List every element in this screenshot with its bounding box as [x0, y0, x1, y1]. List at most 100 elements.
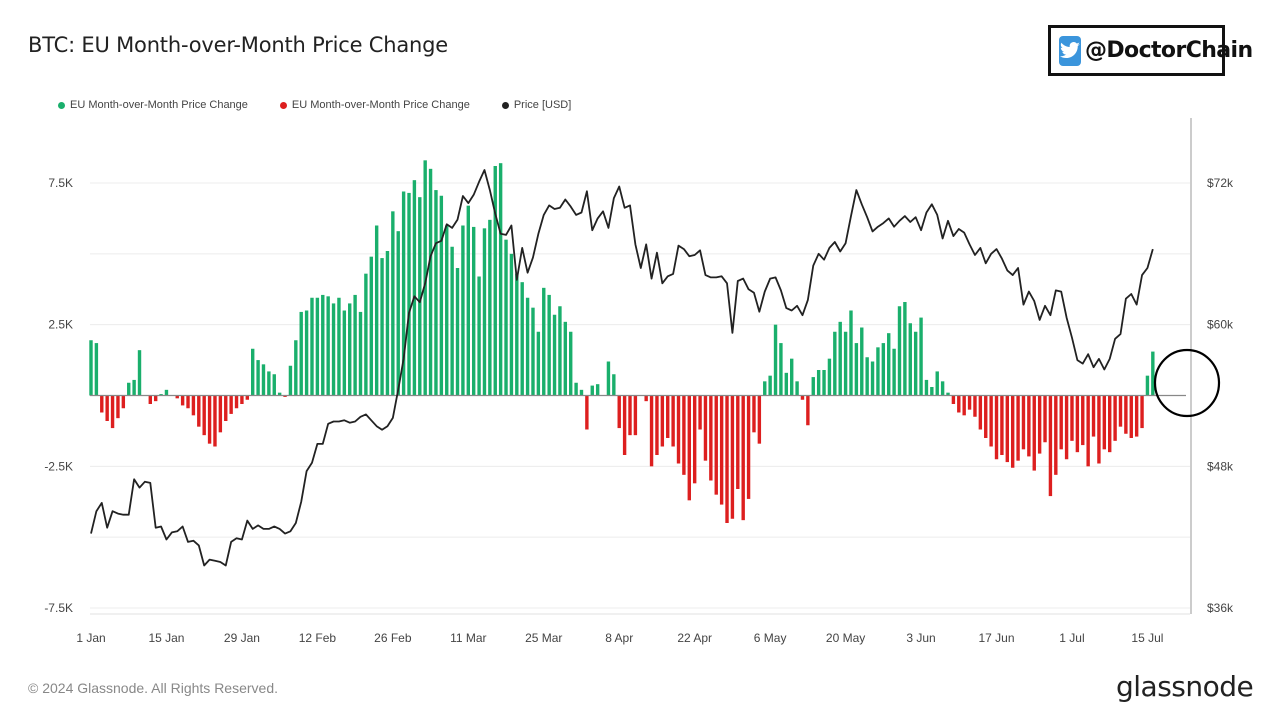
bar-positive: [773, 324, 778, 396]
legend-label-positive: EU Month-over-Month Price Change: [70, 99, 248, 111]
bar-positive: [887, 333, 891, 396]
bar-positive: [396, 231, 400, 396]
bar-positive: [854, 343, 859, 396]
bar-positive: [423, 160, 427, 396]
bar-positive: [536, 331, 541, 396]
x-tick-label: 6 May: [754, 631, 787, 645]
legend-item-negative[interactable]: EU Month-over-Month Price Change: [279, 99, 470, 111]
bar-negative: [1005, 395, 1009, 463]
bar-positive: [574, 382, 578, 396]
bar-positive: [1145, 375, 1150, 396]
bar-negative: [218, 395, 223, 433]
bar-negative: [1129, 395, 1133, 438]
bar-positive: [89, 340, 93, 396]
bar-positive: [569, 331, 573, 396]
bar-negative: [1091, 395, 1096, 437]
bar-negative: [806, 395, 810, 426]
legend-item-positive[interactable]: EU Month-over-Month Price Change: [58, 99, 248, 111]
legend-item-price[interactable]: Price [USD]: [501, 99, 571, 111]
x-tick-label: 15 Jan: [148, 631, 184, 645]
bar-negative: [951, 395, 956, 404]
bar-positive: [612, 374, 616, 396]
y-left-tick-label: -2.5K: [44, 459, 73, 473]
bar-positive: [353, 294, 357, 396]
x-tick-label: 25 Mar: [525, 631, 562, 645]
bar-negative: [1118, 395, 1123, 427]
bar-negative: [671, 395, 675, 447]
bar-negative: [1081, 395, 1085, 446]
bar-positive: [822, 370, 826, 396]
bar-positive: [838, 321, 842, 396]
bar-positive: [132, 379, 136, 396]
x-tick-label: 26 Feb: [374, 631, 412, 645]
x-tick-label: 12 Feb: [299, 631, 337, 645]
bar-positive: [342, 310, 347, 396]
bar-negative: [1124, 395, 1128, 434]
bar-negative: [153, 395, 158, 402]
y-left-tick-label: 2.5K: [48, 318, 73, 332]
bar-negative: [736, 395, 740, 489]
bar-positive: [364, 273, 368, 396]
bar-positive: [498, 163, 503, 396]
bar-negative: [703, 395, 708, 461]
bar-positive: [164, 389, 169, 396]
bar-negative: [962, 395, 966, 416]
bar-positive: [795, 381, 799, 396]
bar-negative: [1059, 395, 1063, 450]
bar-negative: [644, 395, 648, 402]
bar-negative: [800, 395, 805, 400]
bar-negative: [175, 395, 179, 399]
legend-swatch-negative: [279, 101, 287, 109]
bar-negative: [973, 395, 977, 417]
bar-negative: [752, 395, 756, 433]
bar-positive: [428, 168, 433, 396]
bar-positive: [267, 371, 271, 396]
bar-positive: [251, 348, 255, 396]
bar-negative: [714, 395, 718, 495]
bar-negative: [148, 395, 152, 404]
bar-negative: [617, 395, 621, 429]
bar-negative: [229, 395, 233, 414]
bar-negative: [1070, 395, 1074, 441]
bar-negative: [1086, 395, 1090, 467]
bar-negative: [698, 395, 702, 430]
bar-positive: [374, 225, 379, 396]
bar-negative: [1140, 395, 1144, 429]
brand-logo: glassnode: [1116, 670, 1254, 703]
bar-positive: [563, 321, 568, 396]
bar-negative: [1032, 395, 1036, 471]
bar-negative: [994, 395, 999, 460]
bar-positive: [552, 314, 557, 396]
bar-negative: [649, 395, 654, 467]
y-left-tick-label: 7.5K: [48, 176, 73, 190]
bar-negative: [197, 395, 201, 427]
bar-positive: [299, 311, 303, 396]
bar-negative: [585, 395, 589, 430]
bar-positive: [606, 361, 611, 396]
x-tick-label: 3 Jun: [906, 631, 935, 645]
bar-negative: [655, 395, 659, 455]
bar-positive: [881, 343, 886, 396]
y-right-tick-label: $72k: [1207, 176, 1234, 190]
bar-negative: [105, 395, 109, 421]
bar-positive: [940, 381, 945, 396]
bar-negative: [741, 395, 745, 521]
legend-swatch-price: [501, 101, 509, 109]
bar-negative: [978, 395, 983, 430]
bar-positive: [784, 372, 789, 396]
bar-positive: [870, 361, 875, 396]
bar-positive: [827, 358, 832, 396]
watermark-handle: @DoctorChain: [1048, 25, 1253, 76]
bar-positive: [445, 225, 449, 396]
bar-positive: [768, 375, 772, 396]
bar-negative: [682, 395, 686, 475]
bar-positive: [930, 387, 934, 396]
bar-negative: [245, 395, 250, 400]
bar-positive: [520, 282, 524, 396]
bar-positive: [935, 371, 939, 396]
bar-positive: [391, 211, 395, 396]
bar-negative: [1043, 395, 1047, 443]
x-tick-label: 1 Jan: [76, 631, 105, 645]
bird-icon: [1059, 35, 1081, 66]
x-tick-label: 15 Jul: [1131, 631, 1163, 645]
